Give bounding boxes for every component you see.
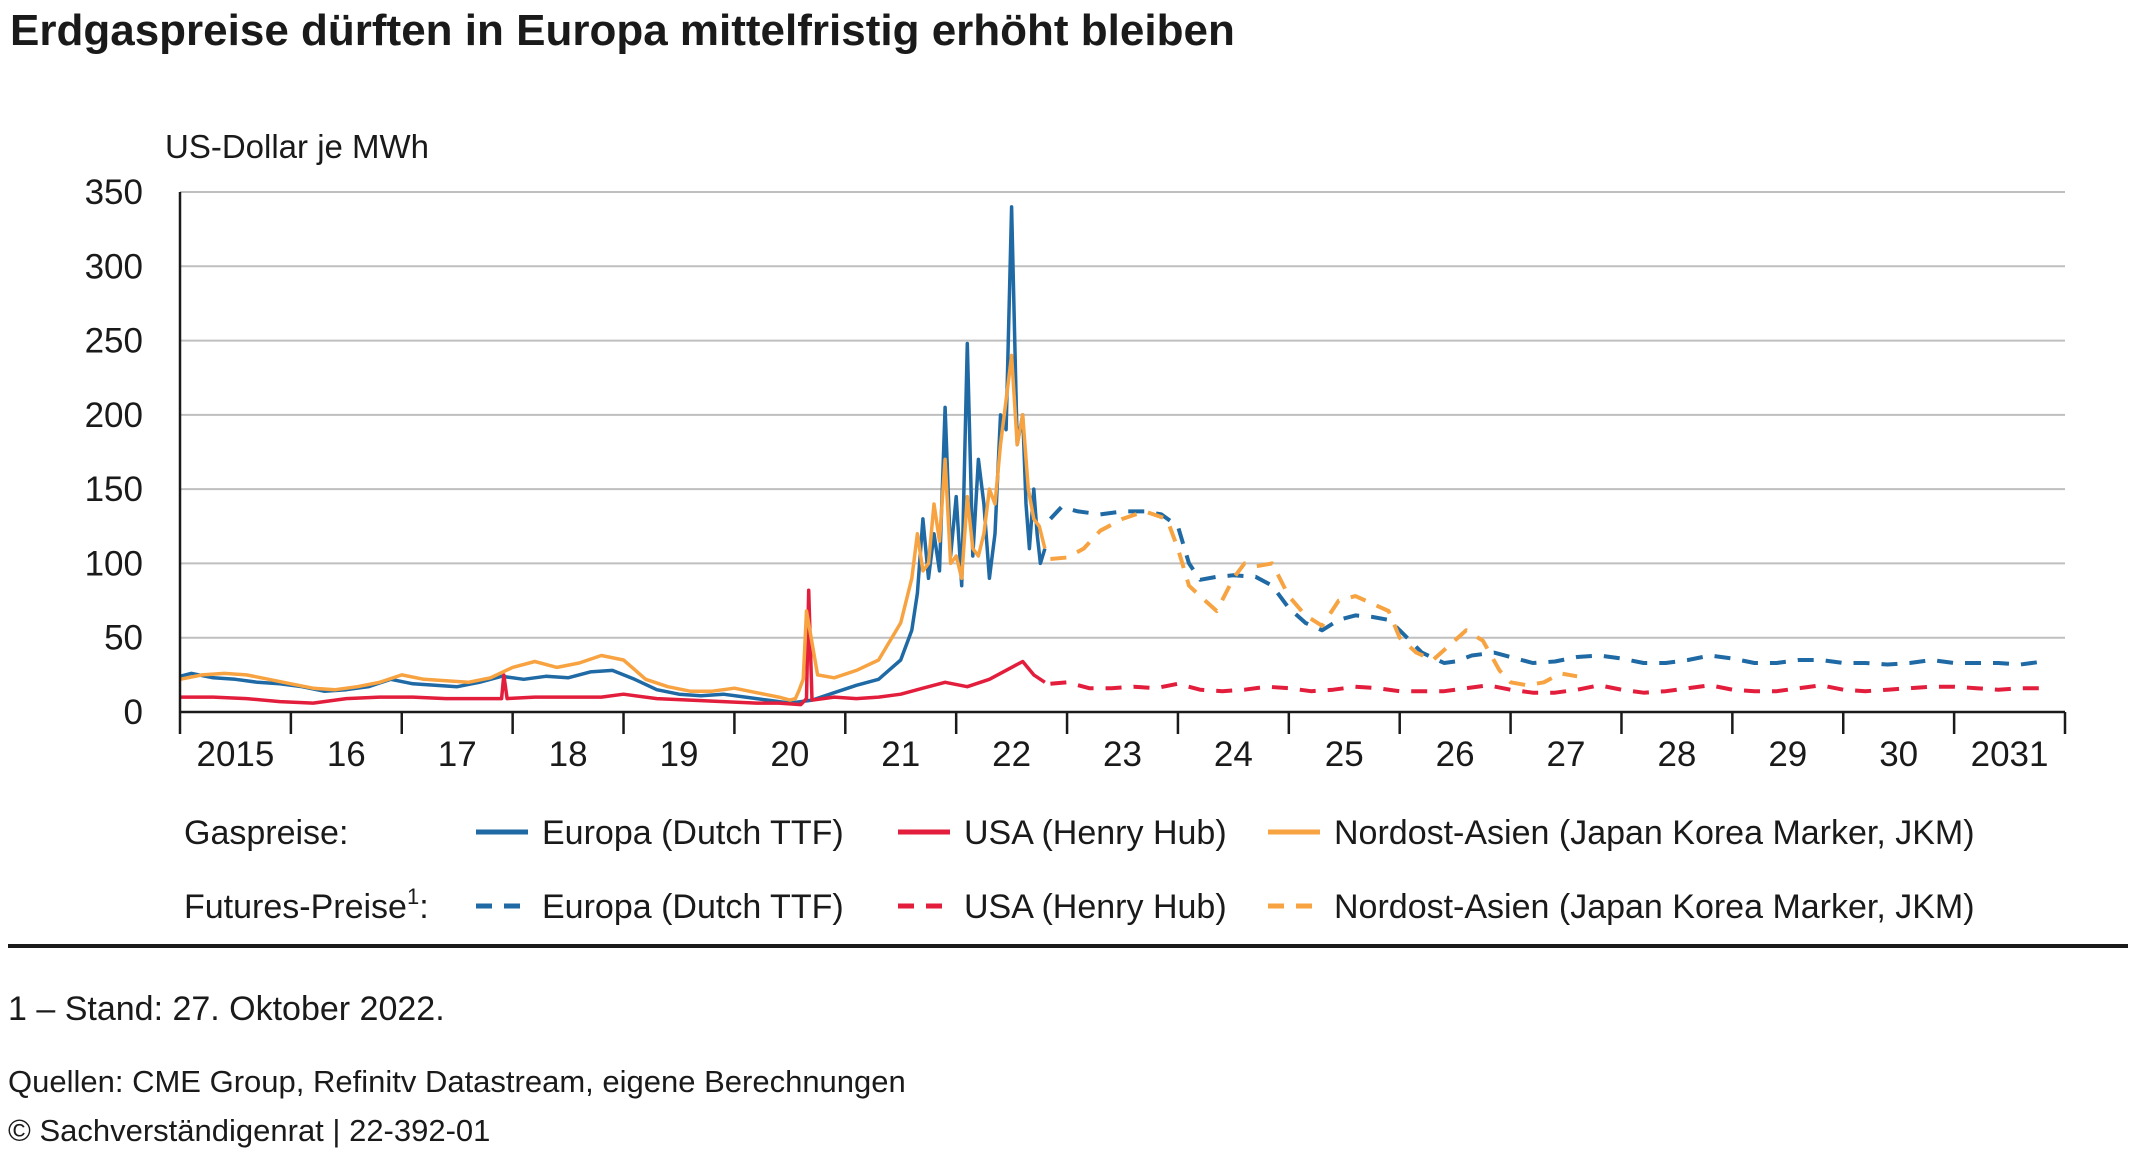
footer-divider xyxy=(8,944,2128,948)
chart-canvas: 0 50 100 150 200 250 300 350 2015 16 17 18 19 20 21 22 2… xyxy=(85,128,2067,926)
legend-entry-2: Nordost-Asien (Japan Korea Marker, JKM) xyxy=(1334,814,1975,852)
series-line-spot-0 xyxy=(179,205,1047,705)
y-tick-label-150: 150 xyxy=(85,470,143,509)
x-tick-label-2015: 2015 xyxy=(197,735,275,774)
footnote: 1 – Stand: 27. Oktober 2022. xyxy=(8,990,445,1028)
legend-group-label-futures: Futures-Preise1: xyxy=(184,884,429,926)
series-line-futures-3 xyxy=(1048,505,2044,667)
series-line-spot-2 xyxy=(179,353,1047,702)
x-tick-label-25: 25 xyxy=(1325,735,1364,774)
legend-entry-3: Europa (Dutch TTF) xyxy=(542,888,844,926)
x-tick-label-2031: 2031 xyxy=(1971,735,2049,774)
legend-group-label-spot: Gaspreise: xyxy=(184,814,348,852)
x-tick-label-17: 17 xyxy=(438,735,477,774)
x-tick-label-16: 16 xyxy=(327,735,366,774)
legend: Gaspreise: Futures-Preise1: Europa (Dutch … xyxy=(184,814,1975,926)
legend-futures-superscript: 1 xyxy=(407,884,419,909)
series-line-futures-4 xyxy=(1050,680,2043,695)
x-tick-label-22: 22 xyxy=(992,735,1031,774)
legend-futures-colon: : xyxy=(419,888,428,926)
x-tick-label-19: 19 xyxy=(660,735,699,774)
chart-title: Erdgaspreise dürften in Europa mittelfri… xyxy=(10,6,1235,55)
y-tick-label-50: 50 xyxy=(104,619,143,658)
legend-entry-0: Europa (Dutch TTF) xyxy=(542,814,844,852)
y-tick-label-0: 0 xyxy=(124,693,143,732)
series-line-spot-1 xyxy=(180,588,1046,707)
x-tick-label-26: 26 xyxy=(1436,735,1475,774)
series-lines xyxy=(179,205,2044,707)
series-line-futures-5 xyxy=(1050,509,1578,688)
x-tick-label-30: 30 xyxy=(1879,735,1918,774)
y-tick-label-250: 250 xyxy=(85,322,143,361)
x-tick-label-28: 28 xyxy=(1657,735,1696,774)
x-tick-label-24: 24 xyxy=(1214,735,1253,774)
legend-entry-1: USA (Henry Hub) xyxy=(964,814,1227,852)
x-tick-label-21: 21 xyxy=(881,735,920,774)
gridlines xyxy=(180,191,2065,639)
y-axis-unit-label: US-Dollar je MWh xyxy=(165,128,429,165)
copyright-note: © Sachverständigenrat | 22-392-01 xyxy=(8,1113,491,1148)
axes: 0 50 100 150 200 250 300 350 2015 16 17 18 19 20 21 22 2… xyxy=(85,173,2067,774)
legend-futures-text: Futures-Preise xyxy=(184,888,407,926)
y-tick-label-100: 100 xyxy=(85,544,143,583)
x-tick-label-29: 29 xyxy=(1768,735,1807,774)
source-note: Quellen: CME Group, Refinitv Datastream,… xyxy=(8,1064,906,1099)
legend-entry-5: Nordost-Asien (Japan Korea Marker, JKM) xyxy=(1334,888,1975,926)
y-tick-label-350: 350 xyxy=(85,173,143,212)
x-tick-label-20: 20 xyxy=(770,735,809,774)
y-tick-label-200: 200 xyxy=(85,396,143,435)
y-tick-label-300: 300 xyxy=(85,247,143,286)
legend-entry-4: USA (Henry Hub) xyxy=(964,888,1227,926)
x-tick-label-18: 18 xyxy=(549,735,588,774)
x-tick-label-23: 23 xyxy=(1103,735,1142,774)
x-tick-label-27: 27 xyxy=(1547,735,1586,774)
